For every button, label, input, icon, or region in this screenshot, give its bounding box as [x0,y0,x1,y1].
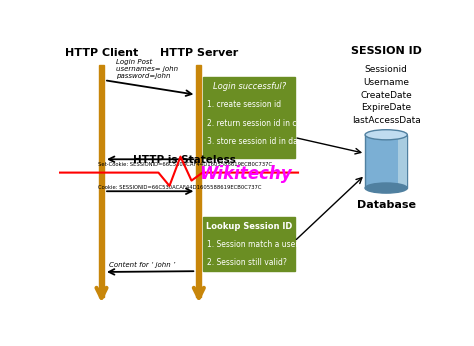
Text: HTTP is Stateless: HTTP is Stateless [133,155,236,165]
FancyBboxPatch shape [365,135,407,188]
Ellipse shape [365,130,407,140]
Text: HTTP Server: HTTP Server [160,47,238,57]
Ellipse shape [365,183,407,193]
Text: 3. store session id in database: 3. store session id in database [207,137,324,146]
Text: 2. Session still valid?: 2. Session still valid? [207,258,287,267]
FancyBboxPatch shape [203,217,295,272]
FancyBboxPatch shape [398,135,407,188]
Text: Lookup Session ID: Lookup Session ID [206,222,292,231]
Text: ExpireDate: ExpireDate [361,103,411,112]
Text: Login successful?: Login successful? [213,82,286,91]
Text: SESSION ID: SESSION ID [351,46,422,56]
Text: CreateDate: CreateDate [360,91,412,100]
Text: Login Post
usernames= john
password=john: Login Post usernames= john password=john [116,59,178,79]
Text: Content for ‘ john ’: Content for ‘ john ’ [109,262,175,268]
Text: 1. Session match a username?: 1. Session match a username? [207,240,324,249]
Text: Wikitechy: Wikitechy [199,165,292,183]
Text: 2. return session id in cookie: 2. return session id in cookie [207,119,318,128]
Text: lastAccessData: lastAccessData [352,116,420,125]
Text: 1. create session id: 1. create session id [207,100,282,109]
Text: Sessionid: Sessionid [365,65,408,74]
FancyBboxPatch shape [203,77,295,158]
Text: Set-Cookie: SESSIONID=66C530ACAF44D1605588619ECB0C737C: Set-Cookie: SESSIONID=66C530ACAF44D16055… [98,162,272,167]
FancyBboxPatch shape [196,65,201,297]
FancyBboxPatch shape [99,65,104,297]
Text: Cookie: SESSIONID=66C530ACAF44D1605588619ECB0C737C: Cookie: SESSIONID=66C530ACAF44D160558861… [98,185,261,190]
Text: Username: Username [363,78,409,87]
Text: HTTP Client: HTTP Client [65,47,138,57]
Text: Database: Database [357,200,416,210]
